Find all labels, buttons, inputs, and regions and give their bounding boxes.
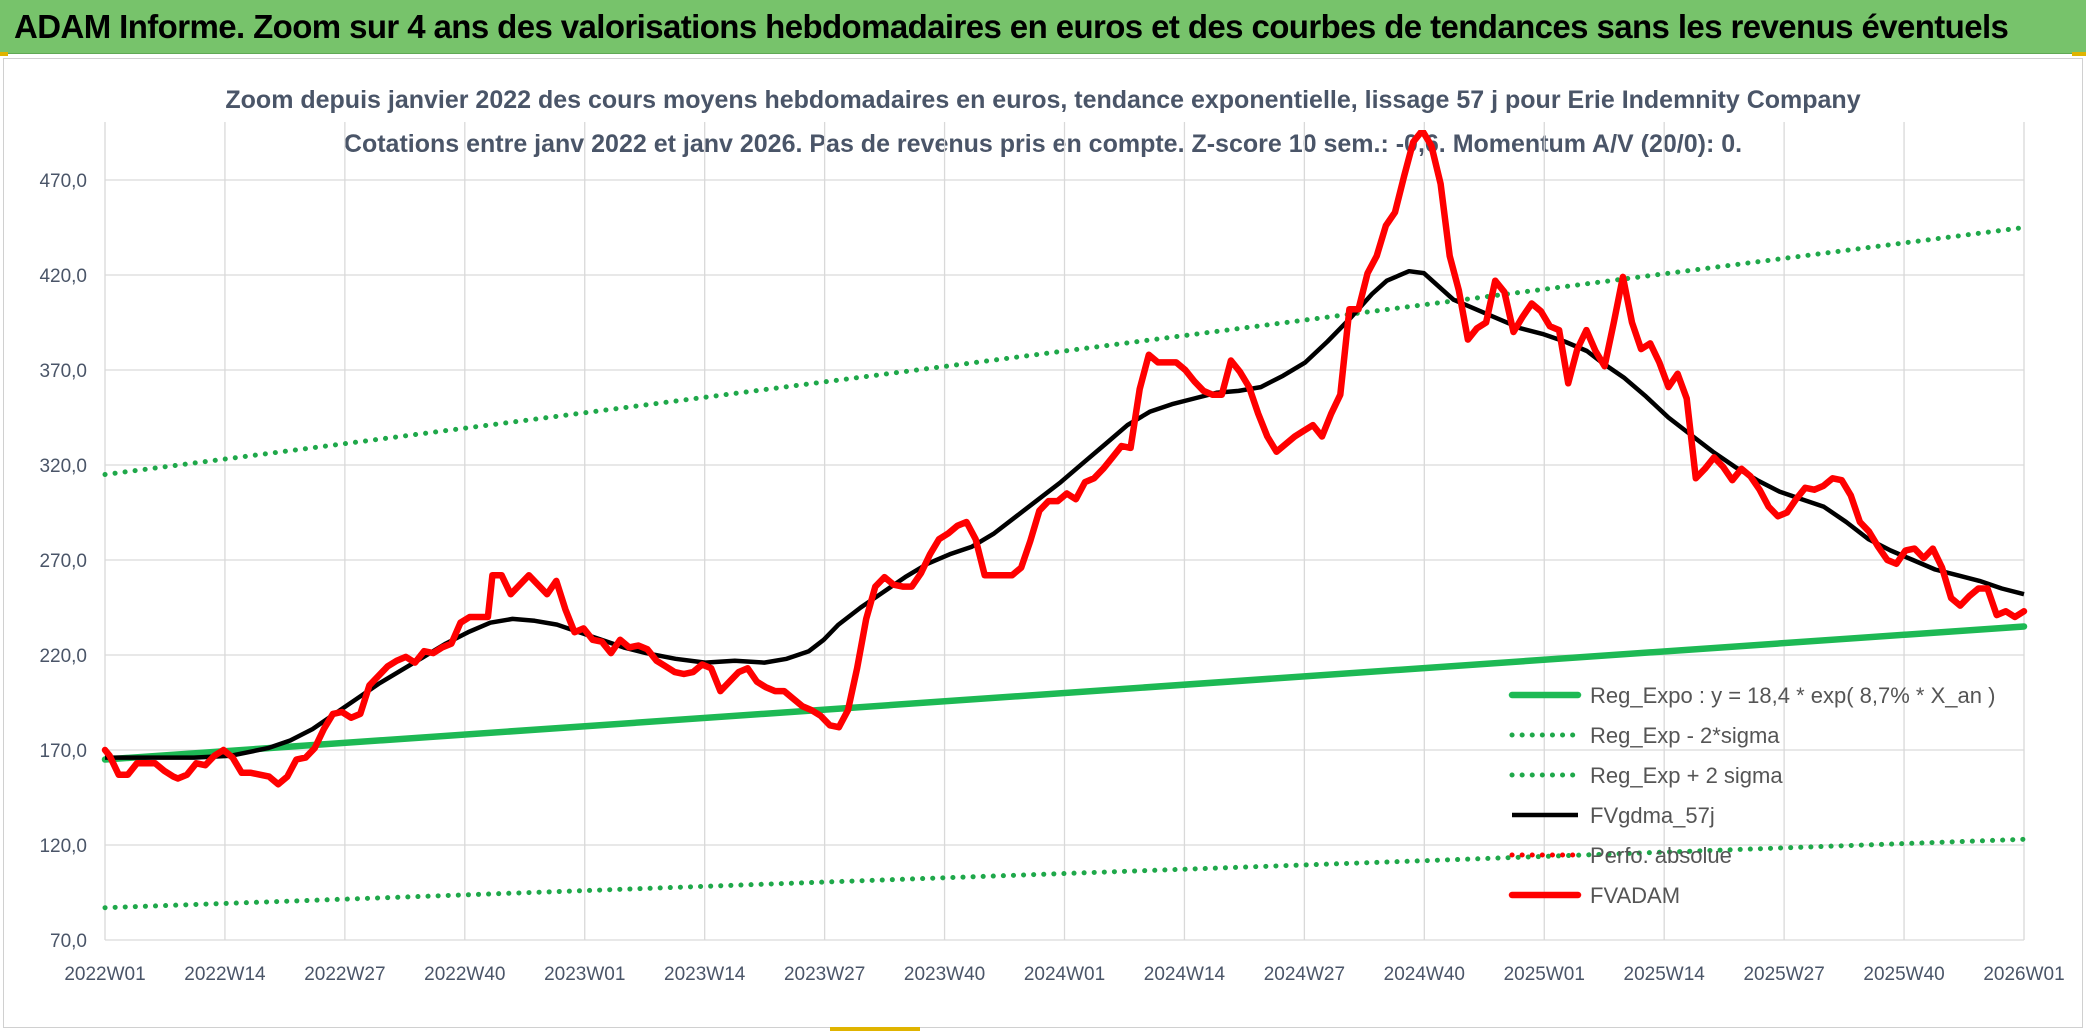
series-line-0 [101,623,2028,763]
corner-accent-right [2072,52,2086,56]
x-tick-label: 2025W27 [1743,964,1824,985]
bottom-accent [830,1027,920,1031]
y-tick-label: 170,0 [39,741,87,762]
x-tick-label: 2023W40 [904,964,985,985]
x-tick-label: 2022W27 [304,964,385,985]
x-tick-label: 2022W01 [64,964,145,985]
y-tick-label: 320,0 [39,456,87,477]
y-tick-label: 370,0 [39,361,87,382]
legend-label: Reg_Exp - 2*sigma [1590,723,1780,748]
chart-frame [3,58,2083,1028]
x-tick-label: 2025W14 [1624,964,1706,985]
y-tick-label: 420,0 [39,266,87,287]
legend: Reg_Expo : y = 18,4 * exp( 8,7% * X_an )… [1508,683,1995,908]
y-tick-label: 70,0 [50,931,87,952]
series-layer [101,130,2028,911]
legend-label: Reg_Exp + 2 sigma [1590,763,1783,788]
chart-subtitle: Cotations entre janv 2022 et janv 2026. … [344,130,1742,158]
series-line-1 [102,836,2027,911]
x-tick-label: 2023W27 [784,964,865,985]
y-tick-label: 470,0 [39,171,87,192]
y-tick-label: 220,0 [39,646,87,667]
series-line-5 [101,130,2028,788]
corner-accent-left [0,52,8,56]
x-tick-label: 2023W01 [544,964,625,985]
chart-title: Zoom depuis janvier 2022 des cours moyen… [225,86,1860,114]
x-tick-label: 2023W14 [664,964,746,985]
x-tick-label: 2024W01 [1024,964,1105,985]
series-line-2 [102,225,2027,477]
x-tick-label: 2025W40 [1863,964,1944,985]
axis-labels: 70,0 120,0 170,0 220,0 270,0 320,0 370,0 420,0 4… [39,171,2064,985]
x-tick-label: 2025W01 [1504,964,1585,985]
header-banner: ADAM Informe. Zoom sur 4 ans des valoris… [0,0,2086,54]
banner-title: ADAM Informe. Zoom sur 4 ans des valoris… [14,8,2009,45]
y-tick-label: 270,0 [39,551,87,572]
y-tick-label: 120,0 [39,836,87,857]
x-tick-label: 2024W14 [1144,964,1226,985]
series-line-3 [105,268,2025,760]
x-tick-label: 2026W01 [1983,964,2064,985]
x-tick-label: 2024W27 [1264,964,1345,985]
legend-label: Perfo. absolue [1590,843,1732,868]
legend-label: FVADAM [1590,883,1680,908]
x-tick-label: 2024W40 [1384,964,1465,985]
legend-label: FVgdma_57j [1590,803,1715,828]
x-tick-label: 2022W14 [184,964,266,985]
grid [104,122,2025,941]
legend-label: Reg_Expo : y = 18,4 * exp( 8,7% * X_an ) [1590,683,1995,708]
x-tick-label: 2022W40 [424,964,505,985]
